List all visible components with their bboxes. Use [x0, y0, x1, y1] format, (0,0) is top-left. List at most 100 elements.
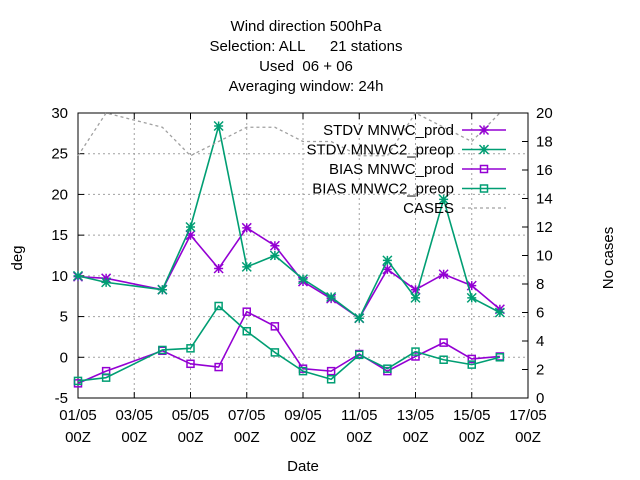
x-tick-label: 00Z — [459, 429, 485, 446]
y-tick-label: 15 — [51, 227, 68, 244]
series-cases — [77, 112, 501, 157]
x-axis-label: Date — [287, 458, 319, 475]
y2-tick-label: 6 — [536, 305, 544, 322]
data-point — [101, 373, 111, 382]
data-point — [241, 222, 252, 233]
data-point — [439, 355, 448, 364]
series-stdv-mnwc-prod — [72, 222, 505, 324]
data-point — [157, 284, 168, 295]
y2-tick-label: 20 — [536, 105, 553, 122]
data-point — [269, 240, 280, 251]
data-point — [214, 362, 223, 372]
y-tick-label: 25 — [51, 146, 68, 163]
data-point — [242, 307, 251, 316]
y-axis-label: deg — [9, 245, 26, 270]
y-tick-label: 20 — [51, 186, 68, 203]
x-tick-label: 07/05 — [228, 407, 266, 424]
data-point — [382, 264, 393, 275]
data-point — [298, 366, 308, 376]
data-point — [101, 277, 112, 288]
data-point — [411, 352, 420, 361]
chart-title-line-1: Wind direction 500hPa — [231, 18, 383, 35]
chart-title-line-3: Used 06 + 06 — [259, 58, 353, 75]
data-point — [73, 376, 83, 386]
y2-tick-label: 10 — [536, 248, 553, 265]
series-bias-mnwc2-preop — [73, 301, 505, 386]
data-point — [326, 375, 336, 384]
x-tick-label: 15/05 — [453, 407, 491, 424]
data-point — [466, 292, 477, 303]
legend-marker — [479, 164, 489, 174]
legend-label: STDV MNWC_prod — [323, 122, 454, 139]
y2-tick-label: 16 — [536, 162, 553, 179]
data-point — [354, 313, 365, 324]
data-point — [467, 360, 476, 369]
data-point — [355, 350, 364, 360]
data-point — [242, 326, 251, 336]
chart-title: Wind direction 500hPa Selection: ALL 21 … — [210, 18, 403, 95]
y2-tick-label: 4 — [536, 333, 544, 350]
x-tick-label: 03/05 — [115, 407, 153, 424]
data-point — [495, 353, 505, 362]
data-point — [467, 354, 476, 364]
legend-label: BIAS MNWC_prod — [329, 161, 454, 178]
data-point — [185, 230, 196, 241]
data-point — [297, 274, 309, 285]
data-point — [439, 338, 448, 347]
data-point — [382, 255, 393, 266]
legend-marker — [478, 144, 490, 155]
data-point — [186, 344, 195, 353]
data-point — [241, 261, 252, 272]
data-point — [213, 120, 224, 132]
series-bias-mnwc-prod — [73, 307, 505, 388]
data-point — [438, 194, 449, 205]
x-tick-label: 00Z — [290, 429, 316, 446]
data-point — [213, 263, 224, 274]
x-tick-label: 00Z — [178, 429, 204, 446]
x-tick-label: 00Z — [234, 429, 260, 446]
series-stdv-mnwc2-preop — [72, 120, 505, 324]
series-line — [77, 310, 500, 385]
y2-tick-label: 14 — [536, 191, 553, 208]
series-line — [77, 305, 501, 382]
chart-title-line-2: Selection: ALL 21 stations — [210, 38, 403, 55]
data-point — [494, 307, 505, 318]
x-tick-label: 00Z — [346, 429, 372, 446]
x-tick-label: 00Z — [403, 429, 429, 446]
legend-marker — [478, 124, 490, 136]
data-point — [410, 292, 421, 303]
x-tick-label: 05/05 — [172, 407, 210, 424]
y2-tick-label: 12 — [536, 219, 553, 236]
grid — [78, 113, 528, 398]
y-tick-label: 0 — [60, 349, 68, 366]
data-point — [186, 359, 195, 369]
axes: 01/05 00Z 03/05 00Z 05/05 00Z 07/05 00Z 09/05 00Z… — [51, 105, 552, 446]
data-point — [466, 280, 477, 291]
data-point — [326, 366, 336, 376]
x-tick-label: 09/05 — [284, 407, 322, 424]
x-tick-label: 00Z — [121, 429, 147, 446]
y-tick-label: -5 — [55, 390, 68, 407]
y-tick-label: 10 — [51, 268, 68, 285]
y2-axis-label: No cases — [600, 227, 617, 290]
chart-title-line-4: Averaging window: 24h — [229, 78, 384, 95]
y-tick-label: 30 — [51, 105, 68, 122]
x-tick-label: 11/05 — [341, 407, 377, 424]
series-line — [77, 112, 501, 157]
data-point — [326, 291, 337, 303]
x-tick-label: 00Z — [515, 429, 541, 446]
series-line — [77, 227, 501, 320]
legend-marker — [479, 184, 489, 193]
x-tick-label: 13/05 — [397, 407, 435, 424]
x-tick-label: 17/05 — [509, 407, 547, 424]
data-point — [410, 284, 421, 295]
legend-label: CASES — [403, 200, 454, 217]
x-tick-label: 01/05 — [59, 407, 97, 424]
data-point — [411, 347, 420, 356]
data-point — [158, 345, 167, 355]
data-point — [270, 348, 280, 357]
y2-tick-label: 18 — [536, 134, 553, 151]
legend-label: STDV MNWC2_preop — [306, 142, 454, 159]
legend-label: BIAS MNWC2_preop — [312, 181, 454, 198]
